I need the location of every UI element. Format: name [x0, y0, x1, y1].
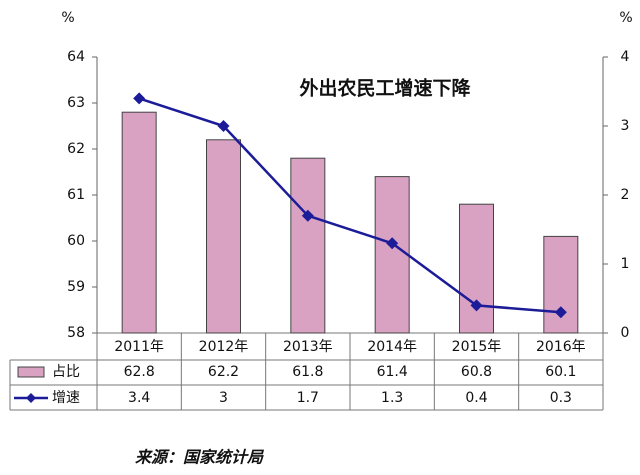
bar: [374, 176, 410, 334]
marker: [470, 299, 483, 312]
chart-title: 外出农民工增速下降: [299, 77, 471, 100]
table-value: 60.8: [461, 364, 492, 380]
table-value: 3.4: [128, 390, 150, 406]
y-tick-label: 62: [67, 141, 85, 157]
x-tick-label: 2014年: [367, 339, 417, 355]
table-value: 61.4: [377, 364, 408, 380]
bar: [121, 111, 157, 334]
x-tick-label: 2011年: [114, 339, 164, 355]
y-tick-label: 59: [67, 279, 85, 295]
table-value: 62.8: [124, 364, 155, 380]
y2-tick-label: 4: [621, 49, 630, 65]
legend-label: 增速: [52, 390, 80, 406]
y2-tick-label: 2: [621, 187, 630, 203]
legend-swatch: [17, 366, 45, 378]
y2-tick-label: 1: [621, 256, 630, 272]
legend-label: 占比: [52, 364, 80, 380]
bar: [206, 139, 241, 334]
table-value: 0.4: [465, 390, 487, 406]
y-tick-label: 58: [67, 325, 85, 341]
marker: [301, 209, 314, 222]
table-value: 60.1: [545, 364, 576, 380]
table-value: 3: [219, 390, 228, 406]
y-tick-label: 64: [67, 49, 85, 65]
table-value: 1.3: [381, 390, 403, 406]
y-tick-label: 60: [67, 233, 85, 249]
x-tick-label: 2012年: [199, 339, 249, 355]
y2-tick-label: 0: [621, 325, 630, 341]
y2-axis-label: %: [619, 10, 632, 26]
marker: [217, 120, 230, 132]
line: [138, 97, 561, 314]
y2-tick-label: 3: [621, 118, 630, 134]
table-value: 1.7: [297, 390, 319, 406]
source-note: 来源：国家统计局: [135, 448, 265, 467]
bar: [290, 157, 326, 334]
x-tick-label: 2015年: [452, 339, 502, 355]
x-tick-label: 2016年: [536, 339, 586, 355]
legend-marker: [26, 393, 36, 403]
y-tick-label: 61: [67, 187, 85, 203]
bar: [543, 235, 579, 334]
x-tick-label: 2013年: [283, 339, 333, 355]
y-axis-label: %: [61, 10, 74, 26]
marker: [133, 92, 146, 105]
bar: [459, 203, 494, 334]
marker: [386, 237, 399, 250]
table-value: 62.2: [208, 364, 239, 380]
marker: [554, 306, 567, 319]
y-tick-label: 63: [67, 95, 85, 111]
table-value: 0.3: [550, 390, 572, 406]
table-value: 61.8: [292, 364, 323, 380]
